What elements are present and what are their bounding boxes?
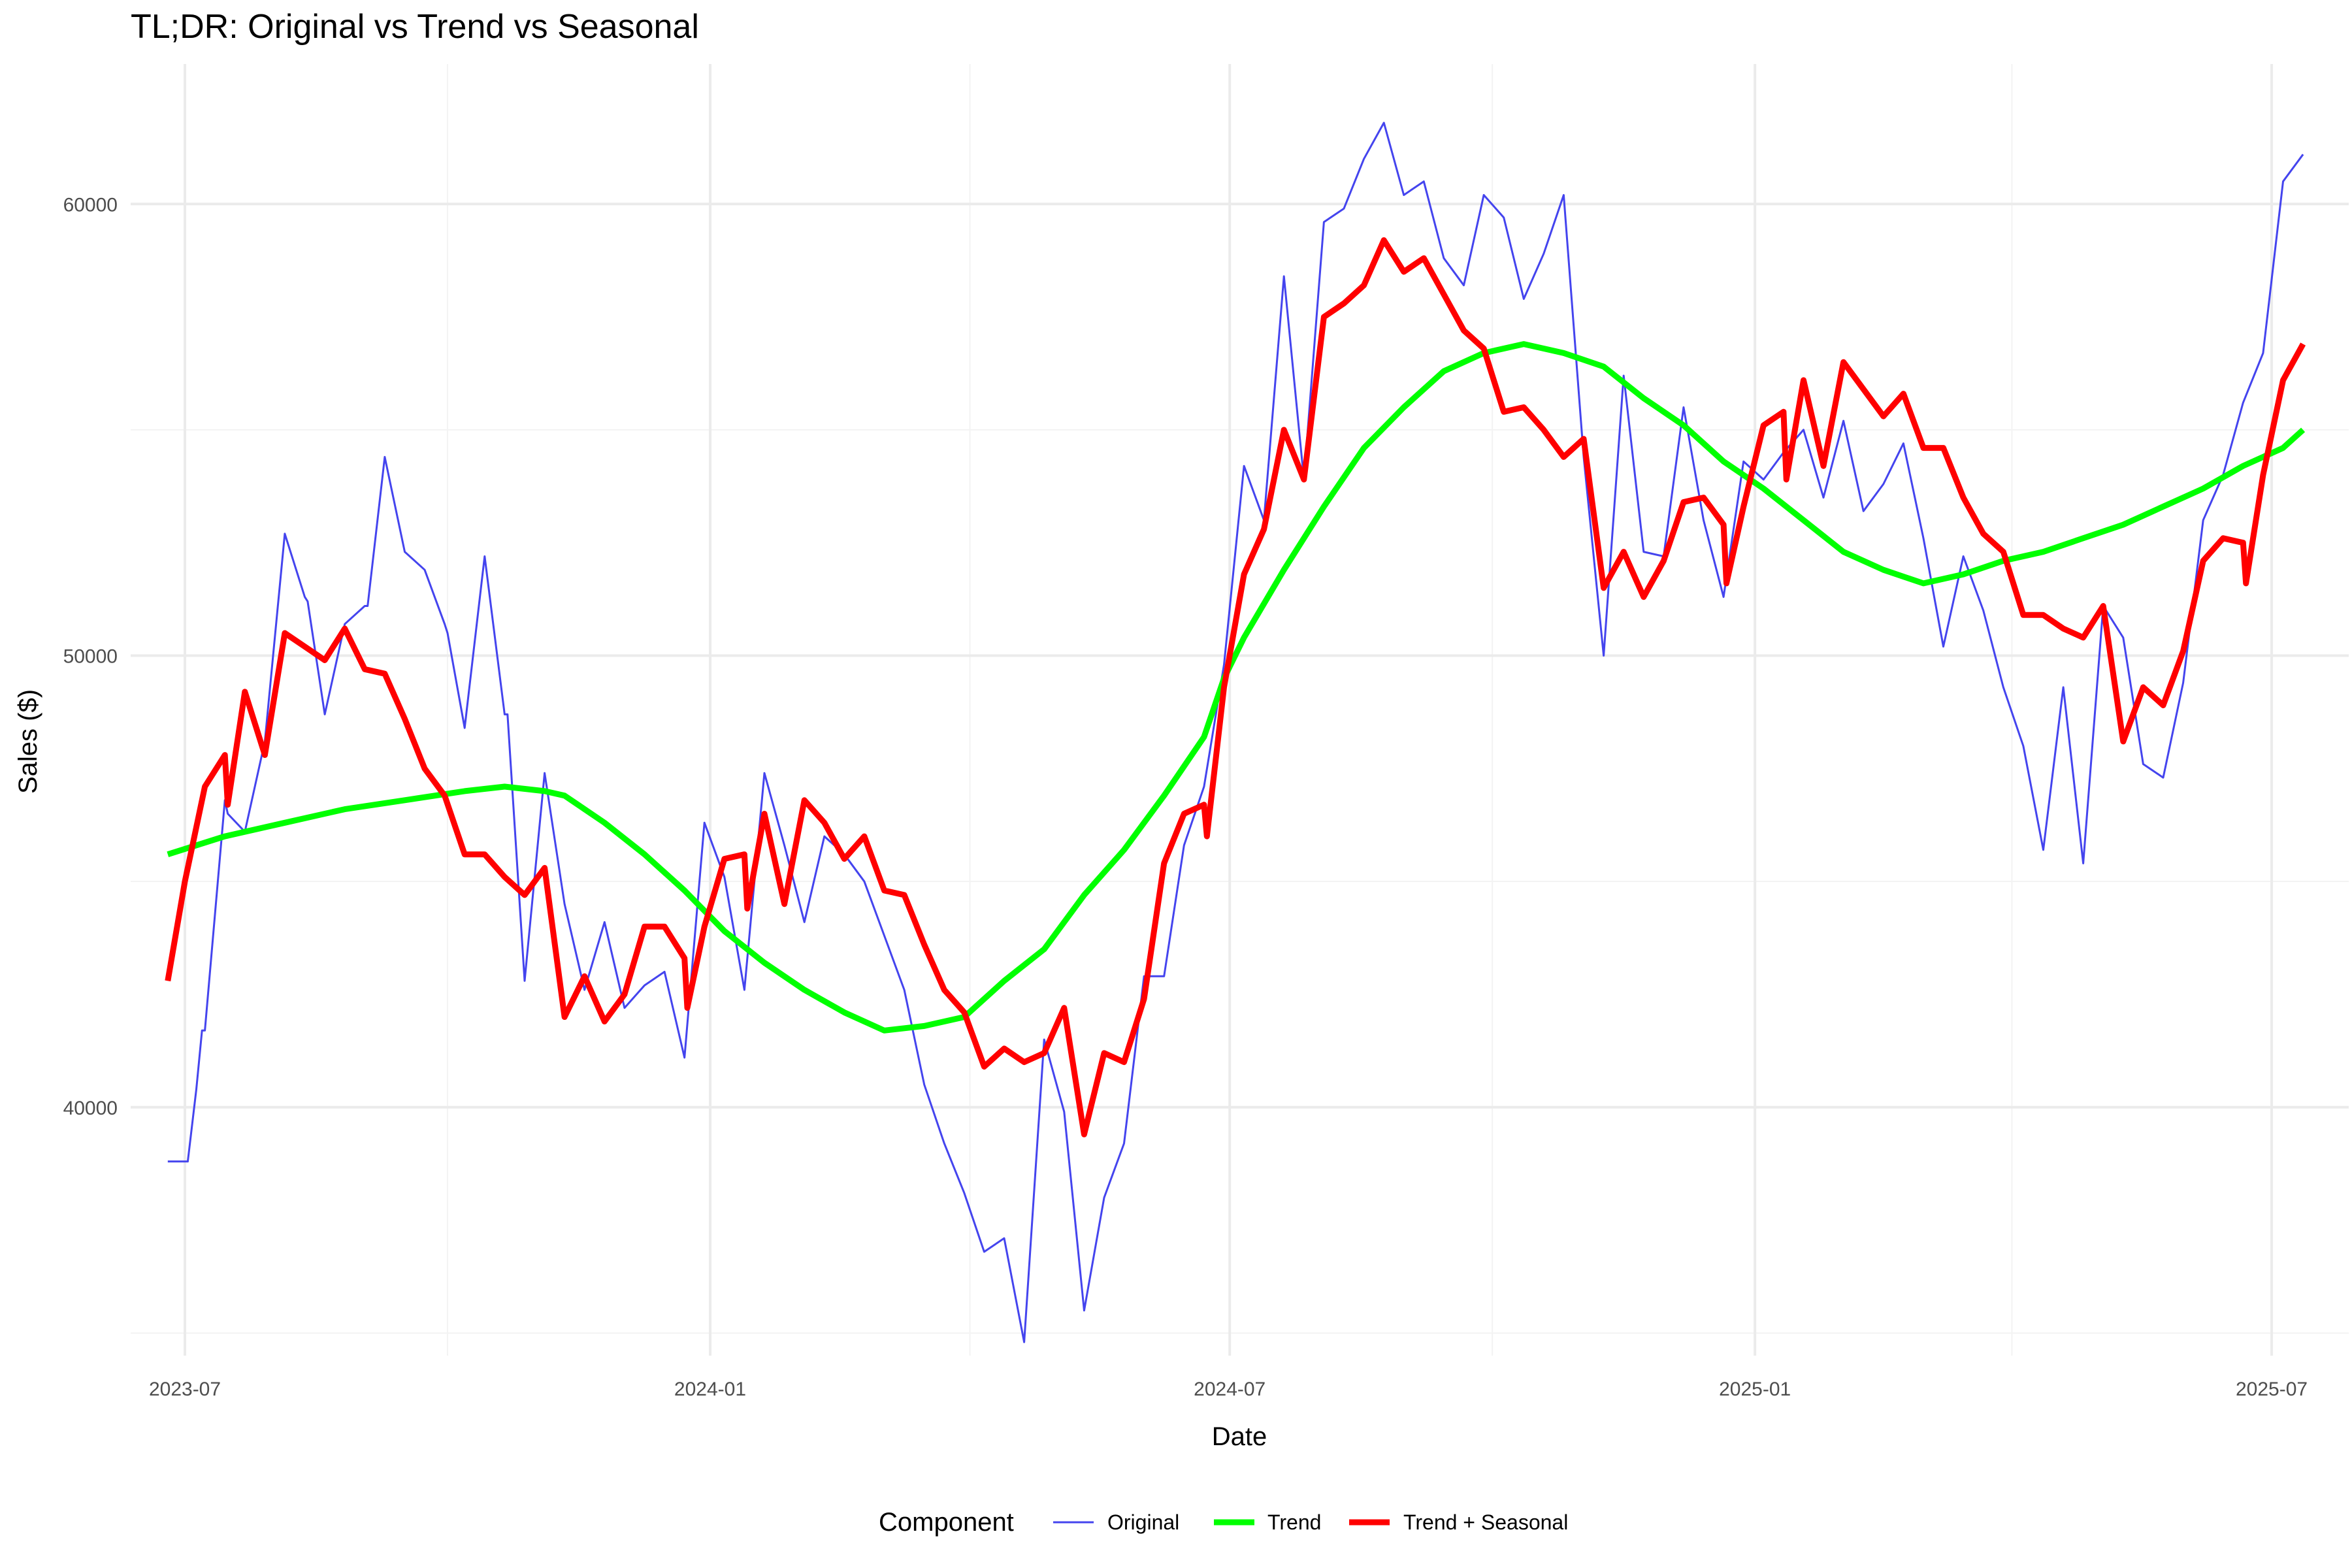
- y-axis-ticks: 40000 50000 60000: [63, 194, 118, 1119]
- series-line-trend: [167, 341, 2306, 1034]
- series-layer: [165, 122, 2306, 1343]
- x-tick-label: 2024-07: [1194, 1379, 1266, 1400]
- legend: Component Original Trend Trend + Seasonal: [879, 1508, 1568, 1537]
- x-axis-title: Date: [1212, 1422, 1267, 1451]
- y-tick-label: 50000: [63, 646, 118, 668]
- y-tick-label: 60000: [63, 194, 118, 216]
- legend-label-trend-seasonal: Trend + Seasonal: [1403, 1511, 1568, 1534]
- series-line-trend-seasonal: [165, 237, 2306, 1137]
- plot-grid: [131, 64, 2349, 1356]
- legend-label-trend: Trend: [1267, 1511, 1321, 1534]
- y-axis-title: Sales ($): [14, 689, 42, 794]
- legend-title: Component: [879, 1508, 1014, 1537]
- x-tick-label: 2025-01: [1719, 1379, 1791, 1400]
- x-tick-label: 2024-01: [674, 1379, 746, 1400]
- series-line-original: [167, 122, 2304, 1343]
- legend-label-original: Original: [1107, 1511, 1179, 1534]
- y-tick-label: 40000: [63, 1098, 118, 1119]
- x-axis-ticks: 2023-07 2024-01 2024-07 2025-01 2025-07: [149, 1379, 2308, 1400]
- x-tick-label: 2025-07: [2236, 1379, 2308, 1400]
- chart-title: TL;DR: Original vs Trend vs Seasonal: [131, 8, 699, 46]
- x-tick-label: 2023-07: [149, 1379, 221, 1400]
